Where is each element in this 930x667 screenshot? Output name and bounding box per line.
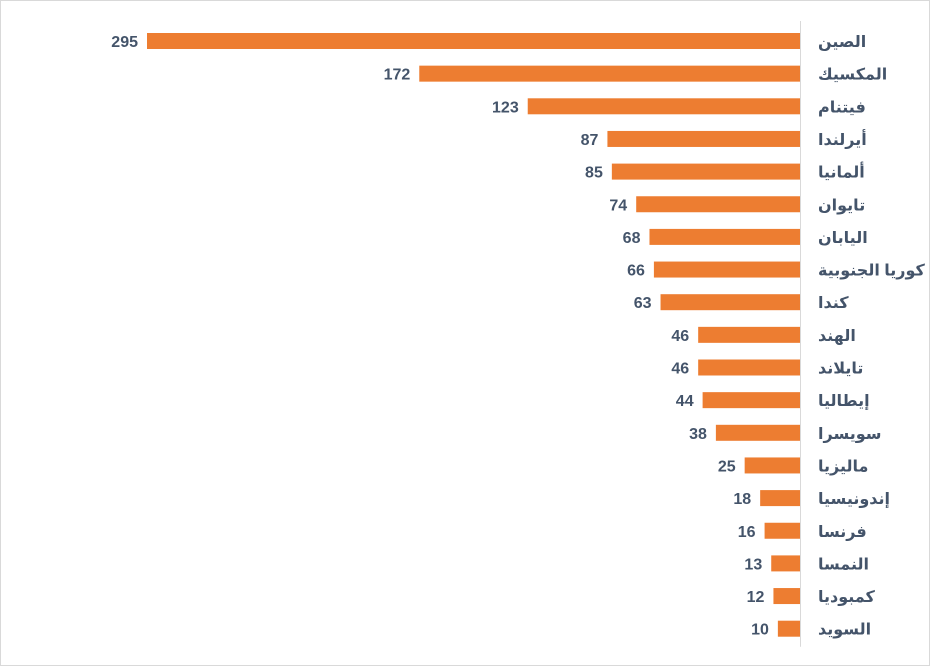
category-labels-layer: الصين المكسيك فيتنام أيرلندا ألمانيا تايوان ال…	[818, 34, 926, 639]
bar-value-label: 46	[671, 361, 689, 378]
bar-value-label: 18	[733, 491, 751, 508]
category-label: المكسيك	[818, 67, 887, 84]
bar	[653, 261, 800, 278]
bar	[660, 294, 800, 311]
value-labels-layer: 295 172 123 87 85 74 68 66 63 46 46 44 38 25 18 16 13 12 1…	[111, 34, 769, 639]
category-label: السويد	[818, 622, 871, 639]
bar-value-label: 66	[627, 263, 645, 280]
bar	[607, 130, 800, 147]
bar	[715, 424, 800, 441]
bar	[773, 588, 800, 605]
category-label: سويسرا	[818, 426, 882, 443]
category-label: النمسا	[818, 556, 869, 573]
bar	[147, 33, 800, 49]
bar	[419, 65, 800, 82]
bar	[698, 359, 800, 376]
bar-value-label: 87	[581, 132, 599, 149]
category-label: تايوان	[818, 197, 865, 214]
bar-value-label: 38	[689, 426, 707, 443]
bar	[744, 457, 800, 474]
bar	[702, 392, 800, 409]
bar-value-label: 68	[623, 230, 641, 247]
category-label: فرنسا	[818, 524, 867, 541]
bar-value-label: 74	[609, 197, 627, 214]
bar	[636, 196, 800, 213]
category-label: فيتنام	[818, 99, 866, 116]
bar	[760, 490, 800, 507]
bar-value-label: 44	[676, 393, 694, 410]
bar	[649, 228, 800, 245]
bar-value-label: 12	[747, 589, 765, 606]
category-label: أيرلندا	[818, 129, 867, 149]
bars-layer	[147, 33, 800, 637]
category-label: كمبوديا	[818, 589, 876, 606]
bar	[764, 522, 800, 539]
bar	[527, 98, 800, 115]
category-label: الهند	[818, 328, 856, 345]
category-label: كندا	[818, 295, 849, 312]
category-label: كوريا الجنوبية	[818, 263, 926, 280]
bar-value-label: 16	[738, 524, 756, 541]
category-label: تايلاند	[818, 361, 863, 378]
bar-value-label: 13	[744, 556, 762, 573]
category-label: اليابان	[818, 230, 868, 247]
category-label: ماليزيا	[818, 458, 868, 475]
bar	[777, 620, 800, 637]
bar-value-label: 63	[634, 295, 652, 312]
bar	[771, 555, 800, 572]
bar	[698, 326, 800, 343]
bar	[611, 163, 800, 180]
bar-value-label: 172	[384, 67, 411, 84]
bar-value-label: 46	[671, 328, 689, 345]
category-label: إندونيسيا	[818, 491, 890, 508]
category-label: الصين	[818, 34, 866, 51]
bar-value-label: 10	[751, 622, 769, 639]
bar-value-label: 123	[492, 99, 519, 116]
bar-value-label: 295	[111, 34, 138, 51]
bar-value-label: 85	[585, 165, 603, 182]
category-label: ألمانيا	[818, 162, 865, 182]
bar-value-label: 25	[718, 458, 736, 475]
category-label: إيطاليا	[818, 393, 870, 410]
